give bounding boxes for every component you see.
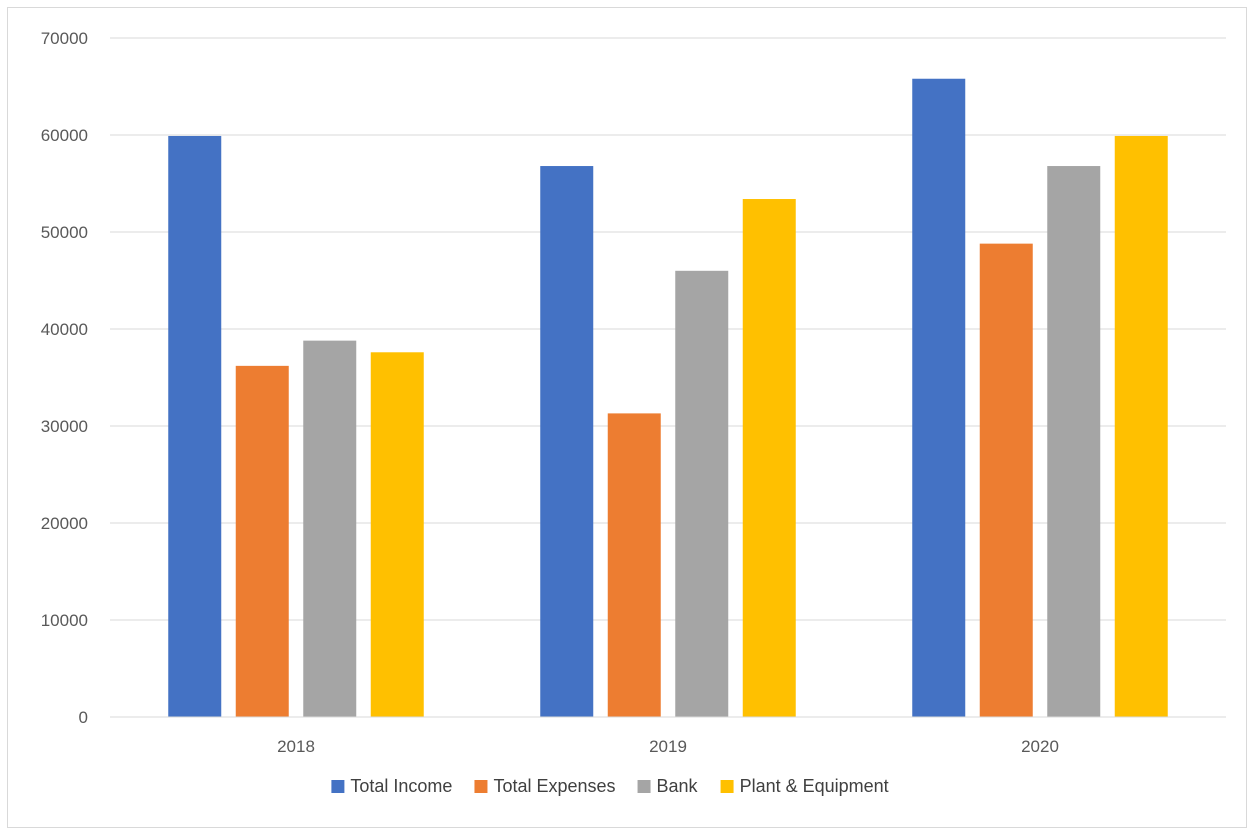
bar-bank-2020 [1047, 166, 1101, 718]
chart-frame: 0 10000 20000 30000 40000 50000 60000 70000 201… [7, 7, 1247, 828]
bar-total-income-2018 [168, 135, 222, 718]
y-axis-tick-labels: 0 10000 20000 30000 40000 50000 60000 70000 [41, 29, 88, 727]
bar-bank-2018 [303, 340, 357, 717]
legend-label-plant-equipment: Plant & Equipment [740, 776, 889, 796]
bar-chart: 0 10000 20000 30000 40000 50000 60000 70000 201… [41, 29, 1226, 796]
legend-swatch-bank [637, 780, 651, 793]
y-tick-label: 40000 [41, 320, 88, 339]
gridlines [110, 37, 1226, 621]
x-tick-label: 2018 [277, 737, 315, 756]
y-tick-label: 20000 [41, 514, 88, 533]
y-tick-label: 70000 [41, 29, 88, 48]
x-tick-label: 2020 [1021, 737, 1059, 756]
bar-total-income-2020 [912, 78, 966, 718]
legend-label-total-expenses: Total Expenses [493, 776, 615, 796]
bars [168, 78, 1168, 718]
legend-swatch-total-expenses [474, 780, 488, 793]
bar-plant-equipment-2018 [370, 352, 424, 717]
bar-total-expenses-2020 [979, 243, 1033, 717]
legend-label-bank: Bank [657, 776, 699, 796]
legend: Total Income Total Expenses Bank Plant & Eq… [331, 776, 889, 796]
y-tick-label: 0 [79, 708, 88, 727]
y-tick-label: 50000 [41, 223, 88, 242]
y-tick-label: 10000 [41, 611, 88, 630]
legend-swatch-plant-equipment [720, 780, 734, 793]
bar-total-expenses-2018 [235, 365, 289, 717]
bar-bank-2019 [675, 270, 729, 717]
x-tick-label: 2019 [649, 737, 687, 756]
x-axis-tick-labels: 2018 2019 2020 [277, 737, 1059, 756]
legend-label-total-income: Total Income [350, 776, 452, 796]
bar-plant-equipment-2019 [742, 199, 796, 717]
bar-total-expenses-2019 [607, 413, 661, 717]
bar-plant-equipment-2020 [1114, 135, 1168, 718]
legend-swatch-total-income [331, 780, 345, 793]
bar-total-income-2019 [540, 166, 594, 718]
y-tick-label: 30000 [41, 417, 88, 436]
y-tick-label: 60000 [41, 126, 88, 145]
